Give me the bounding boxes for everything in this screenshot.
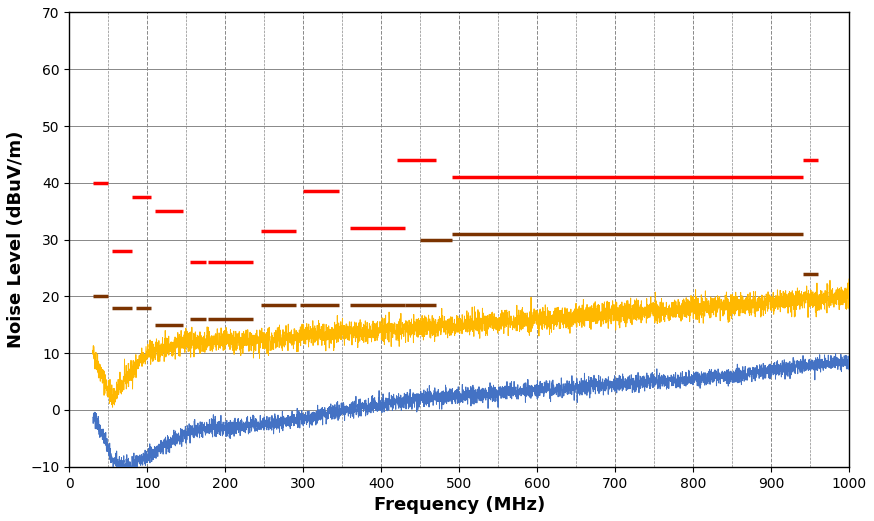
X-axis label: Frequency (MHz): Frequency (MHz) <box>374 496 545 514</box>
Y-axis label: Noise Level (dBuV/m): Noise Level (dBuV/m) <box>7 131 25 349</box>
